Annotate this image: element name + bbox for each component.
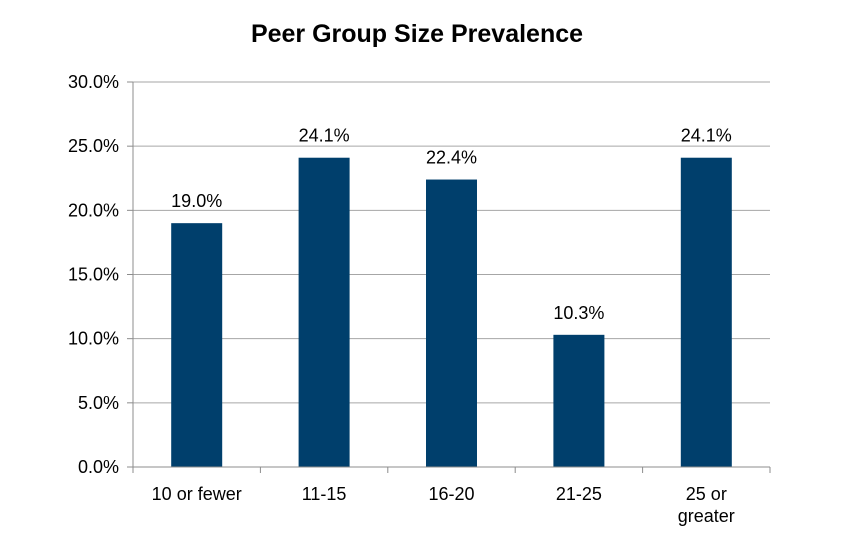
axes (127, 81, 771, 473)
labels: 0.0% 5.0% 10.0% 15.0% 20.0% 25.0% 30.0% 19.0% 10… (68, 72, 735, 526)
bar (553, 334, 605, 467)
bars (171, 157, 732, 468)
y-tick-label: 15.0% (68, 265, 119, 285)
x-tick-label: 10 or fewer (152, 484, 242, 504)
x-tick-label: 16-20 (428, 484, 474, 504)
bar (171, 223, 223, 467)
data-label: 24.1% (299, 126, 350, 146)
bar (426, 179, 477, 468)
data-label: 24.1% (681, 126, 732, 146)
bar (298, 157, 350, 467)
data-label: 22.4% (426, 148, 477, 168)
y-tick-label: 0.0% (78, 457, 119, 477)
y-tick-label: 5.0% (78, 393, 119, 413)
data-label: 10.3% (553, 303, 604, 323)
y-tick-label: 10.0% (68, 329, 119, 349)
x-tick-label: 25 or greater (678, 484, 735, 526)
x-tick-label: 11-15 (302, 484, 347, 504)
y-tick-label: 25.0% (68, 136, 119, 156)
chart-title: Peer Group Size Prevalence (251, 20, 583, 48)
data-label: 19.0% (171, 191, 222, 211)
x-tick-label: 21-25 (556, 484, 602, 504)
y-tick-label: 30.0% (68, 72, 119, 92)
y-tick-label: 20.0% (68, 200, 119, 220)
bar (680, 157, 732, 467)
